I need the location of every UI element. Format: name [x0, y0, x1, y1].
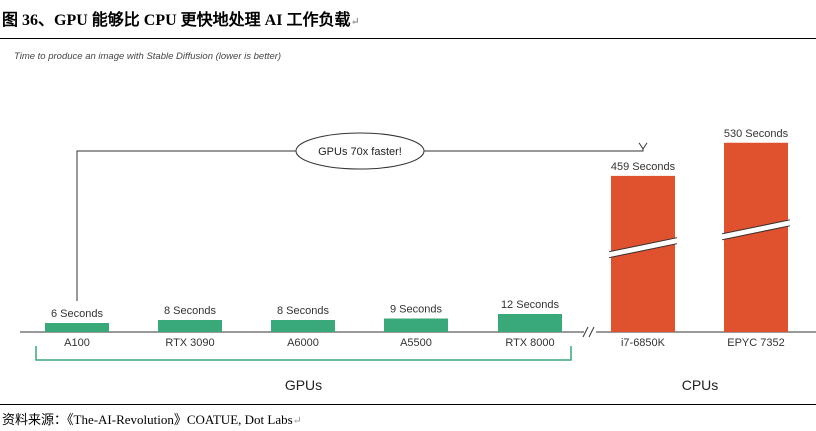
axis-break-mark-2 — [588, 326, 595, 338]
bar-rtx-3090 — [158, 320, 222, 332]
bar-break-line-top — [608, 237, 678, 253]
top-rule — [0, 38, 816, 39]
annotation-text: GPUs 70x faster! — [318, 146, 402, 158]
value-label: 12 Seconds — [501, 299, 560, 311]
return-mark: ↵ — [350, 16, 360, 28]
category-label: A6000 — [287, 337, 319, 349]
group-label-cpus: CPUs — [682, 377, 719, 393]
bar-break-line-bottom — [721, 225, 791, 241]
category-label: A100 — [64, 337, 90, 349]
category-label: A5500 — [400, 337, 432, 349]
bar-a100 — [45, 323, 109, 332]
bar-break-gap — [721, 220, 791, 240]
group-label-gpus: GPUs — [285, 377, 322, 393]
category-label: RTX 3090 — [165, 337, 214, 349]
bottom-rule — [0, 404, 816, 405]
category-label: EPYC 7352 — [727, 337, 784, 349]
bar-a6000 — [271, 320, 335, 332]
bar-break-gap — [608, 238, 678, 258]
bar-a5500 — [384, 318, 448, 332]
source-note: 资料来源：《The-AI-Revolution》COATUE, Dot Labs… — [2, 412, 302, 427]
category-label: RTX 8000 — [505, 337, 554, 349]
bar-break-line-bottom — [608, 243, 678, 259]
gpu-group-bracket — [35, 346, 572, 361]
value-label: 9 Seconds — [390, 304, 442, 316]
value-label: 459 Seconds — [611, 161, 676, 173]
axis-break-mark-1 — [582, 326, 589, 338]
chart-subtitle: Time to produce an image with Stable Dif… — [14, 51, 282, 62]
value-label: 6 Seconds — [51, 308, 103, 320]
value-label: 8 Seconds — [164, 305, 216, 317]
category-label: i7-6850K — [621, 337, 666, 349]
annotation-arrowhead — [638, 142, 648, 150]
value-label: 530 Seconds — [724, 128, 789, 140]
annotation-connector — [76, 147, 644, 301]
value-label: 8 Seconds — [277, 305, 329, 317]
figure-title: 图 36、GPU 能够比 CPU 更快地处理 AI 工作负载↵ — [2, 12, 360, 29]
bar-break-line-top — [721, 219, 791, 235]
source-return-mark: ↵ — [292, 415, 302, 427]
bar-rtx-8000 — [498, 314, 562, 332]
annotation-bubble — [295, 132, 425, 170]
